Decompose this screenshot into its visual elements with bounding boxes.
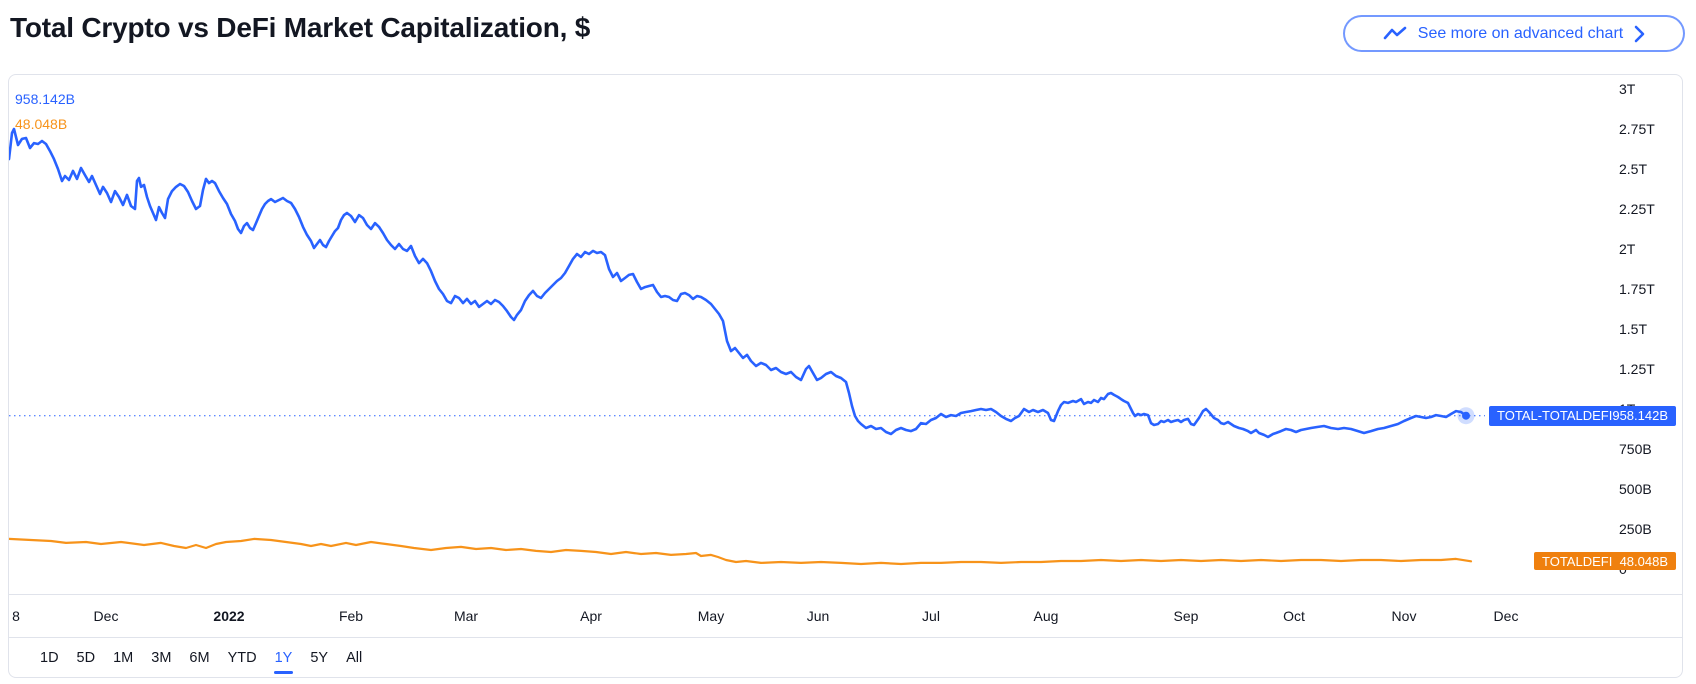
y-tick-1.5T: 1.5T [1619, 321, 1648, 337]
x-tick-Dec: Dec [93, 608, 119, 624]
time-axis[interactable]: 8 Dec 2022 Feb Mar Apr May Jun Jul Aug Sep Oct Nov De… [9, 594, 1682, 638]
x-tick-Jun: Jun [806, 608, 830, 624]
defi-badge-value: 48.048B [1619, 553, 1668, 569]
series-line-total-totaldefi [9, 127, 1468, 439]
chevron-right-icon [1634, 25, 1645, 43]
x-tick-Aug: Aug [1033, 608, 1059, 624]
defi-price-badge: TOTALDEFI 48.048B [1534, 552, 1676, 571]
y-tick-1.75T: 1.75T [1619, 281, 1655, 297]
range-button-3m[interactable]: 3M [142, 646, 180, 670]
range-button-5y[interactable]: 5Y [301, 646, 337, 670]
x-tick-Nov: Nov [1391, 608, 1417, 624]
range-button-1m[interactable]: 1M [104, 646, 142, 670]
x-tick-Feb: Feb [338, 608, 364, 624]
y-tick-2.75T: 2.75T [1619, 121, 1655, 137]
end-marker-dot [1462, 411, 1470, 420]
y-tick-2.5T: 2.5T [1619, 161, 1648, 177]
chart-widget-panel: 958.142B 48.048B 3T 2.75T 2.5T 2.25T 2T 1.75T… [8, 74, 1683, 678]
advanced-chart-button-label: See more on advanced chart [1417, 24, 1624, 42]
x-tick-Jul: Jul [922, 608, 940, 624]
range-button-1d[interactable]: 1D [31, 646, 68, 670]
y-tick-2.25T: 2.25T [1619, 201, 1655, 217]
line-chart-icon [1383, 26, 1407, 42]
market-cap-chart[interactable] [9, 75, 1682, 677]
series-line-totaldefi [9, 537, 1473, 566]
x-tick-Mar: Mar [453, 608, 479, 624]
range-button-6m[interactable]: 6M [180, 646, 218, 670]
range-button-row: 1D 5D 1M 3M 6M YTD 1Y 5Y All [9, 637, 1682, 678]
total-badge-value: 958.142B [1612, 408, 1669, 424]
legend-total-value: 958.142B [15, 91, 75, 107]
y-tick-3T: 3T [1619, 81, 1636, 97]
x-tick-2022: 2022 [213, 608, 245, 624]
range-button-all[interactable]: All [337, 646, 371, 670]
total-price-badge: TOTAL-TOTALDEFI 958.142B [1489, 405, 1676, 426]
y-tick-500B: 500B [1619, 481, 1652, 497]
x-tick-Apr: Apr [580, 608, 602, 624]
range-button-5d[interactable]: 5D [68, 646, 105, 670]
range-button-1y[interactable]: 1Y [266, 646, 302, 674]
range-button-ytd[interactable]: YTD [219, 646, 266, 670]
page-title: Total Crypto vs DeFi Market Capitalizati… [10, 12, 591, 43]
x-tick-May: May [697, 608, 725, 624]
x-tick-Sep: Sep [1173, 608, 1199, 624]
defi-badge-label: TOTALDEFI [1542, 553, 1613, 569]
x-tick-8: 8 [12, 608, 20, 624]
y-tick-1.25T: 1.25T [1619, 361, 1655, 377]
legend-defi-value: 48.048B [15, 116, 68, 132]
total-badge-label: TOTAL-TOTALDEFI [1497, 408, 1613, 424]
advanced-chart-button[interactable]: See more on advanced chart [1343, 15, 1685, 52]
y-tick-750B: 750B [1619, 441, 1652, 457]
x-tick-Dec: Dec [1493, 608, 1519, 624]
legend: 958.142B 48.048B [15, 87, 75, 137]
y-tick-250B: 250B [1619, 521, 1652, 537]
y-tick-2T: 2T [1619, 241, 1636, 257]
x-tick-Oct: Oct [1283, 608, 1305, 624]
